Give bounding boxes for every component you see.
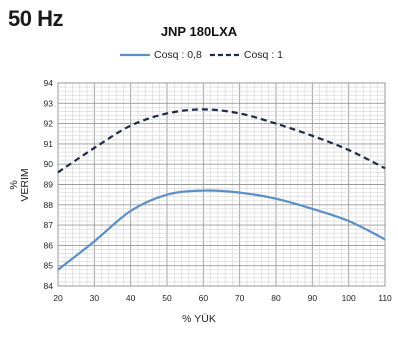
x-tick-label: 30: [90, 293, 100, 303]
x-tick-label: 50: [162, 293, 172, 303]
y-tick-label: 91: [44, 139, 54, 149]
legend-item-solid: Cosq : 0,8: [120, 49, 202, 61]
series-line-cosq-0-8: [57, 189, 386, 271]
x-tick-label: 60: [199, 293, 209, 303]
y-tick-label: 90: [44, 159, 54, 169]
y-tick-label: 92: [44, 119, 54, 129]
x-tick-label: 80: [271, 293, 281, 303]
legend-label-solid: Cosq : 0,8: [154, 49, 202, 61]
x-tick-label: 20: [53, 293, 63, 303]
legend: Cosq : 0,8 Cosq : 1: [120, 49, 283, 61]
y-tick-label: 89: [44, 180, 54, 190]
y-tick-label: 85: [44, 261, 54, 271]
x-tick-label: 40: [126, 293, 136, 303]
legend-swatch-dashed: [209, 53, 240, 57]
legend-item-dashed: Cosq : 1: [209, 49, 283, 61]
y-tick-label: 93: [44, 98, 54, 108]
series-line-cosq-1: [57, 108, 386, 174]
chart-title: JNP 180LXA: [160, 24, 238, 39]
x-tick-label: 100: [342, 293, 356, 303]
legend-swatch-solid: [120, 53, 150, 57]
legend-label-dashed: Cosq : 1: [243, 49, 283, 61]
frequency-label: 50 Hz: [8, 6, 63, 31]
y-tick-label: 87: [44, 220, 54, 230]
x-tick-label: 70: [235, 293, 245, 303]
x-tick-label: 90: [308, 293, 318, 303]
y-tick-label: 88: [44, 200, 54, 210]
x-tick-label: 110: [378, 293, 392, 303]
y-tick-label: 84: [44, 281, 54, 291]
y-tick-label: 94: [44, 78, 54, 88]
y-tick-label: 86: [44, 240, 54, 250]
x-axis-label: % YÜK: [182, 313, 216, 325]
